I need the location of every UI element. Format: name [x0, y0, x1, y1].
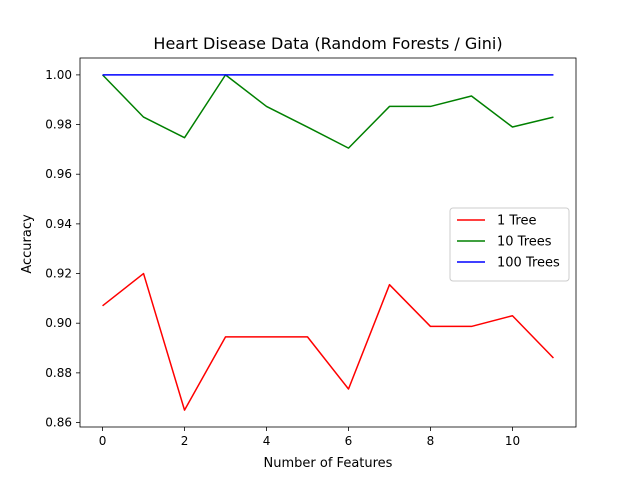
- x-tick-label: 4: [263, 434, 271, 448]
- y-tick-label: 0.96: [45, 167, 72, 181]
- x-tick-label: 10: [505, 434, 520, 448]
- y-tick-label: 1.00: [45, 68, 72, 82]
- x-tick-label: 2: [181, 434, 189, 448]
- series-line-1-tree: [102, 272, 554, 411]
- x-tick-label: 0: [99, 434, 107, 448]
- y-tick-label: 0.98: [45, 118, 72, 132]
- series-line-10-trees: [102, 74, 554, 149]
- legend-label: 100 Trees: [497, 256, 560, 271]
- y-tick-label: 0.92: [45, 267, 72, 281]
- legend-label: 10 Trees: [497, 235, 552, 250]
- y-axis-label: Accuracy: [20, 214, 35, 274]
- y-tick-label: 0.88: [45, 366, 72, 380]
- y-tick-label: 0.86: [45, 416, 72, 430]
- x-tick-label: 6: [345, 434, 353, 448]
- plot-area: 0 2 4 6 8 10 0.86 0.88 0.90 0.92 0.94 0.96 0.98 1.00: [45, 57, 577, 448]
- legend-label: 1 Tree: [497, 214, 537, 229]
- y-tick-label: 0.90: [45, 316, 72, 330]
- plot-frame: [79, 57, 577, 428]
- y-tick-label: 0.94: [45, 217, 72, 231]
- x-axis-label: Number of Features: [264, 456, 393, 471]
- x-tick-label: 8: [427, 434, 435, 448]
- legend: 1 Tree 10 Trees 100 Trees: [449, 207, 570, 282]
- chart-title: Heart Disease Data (Random Forests / Gin…: [153, 34, 502, 53]
